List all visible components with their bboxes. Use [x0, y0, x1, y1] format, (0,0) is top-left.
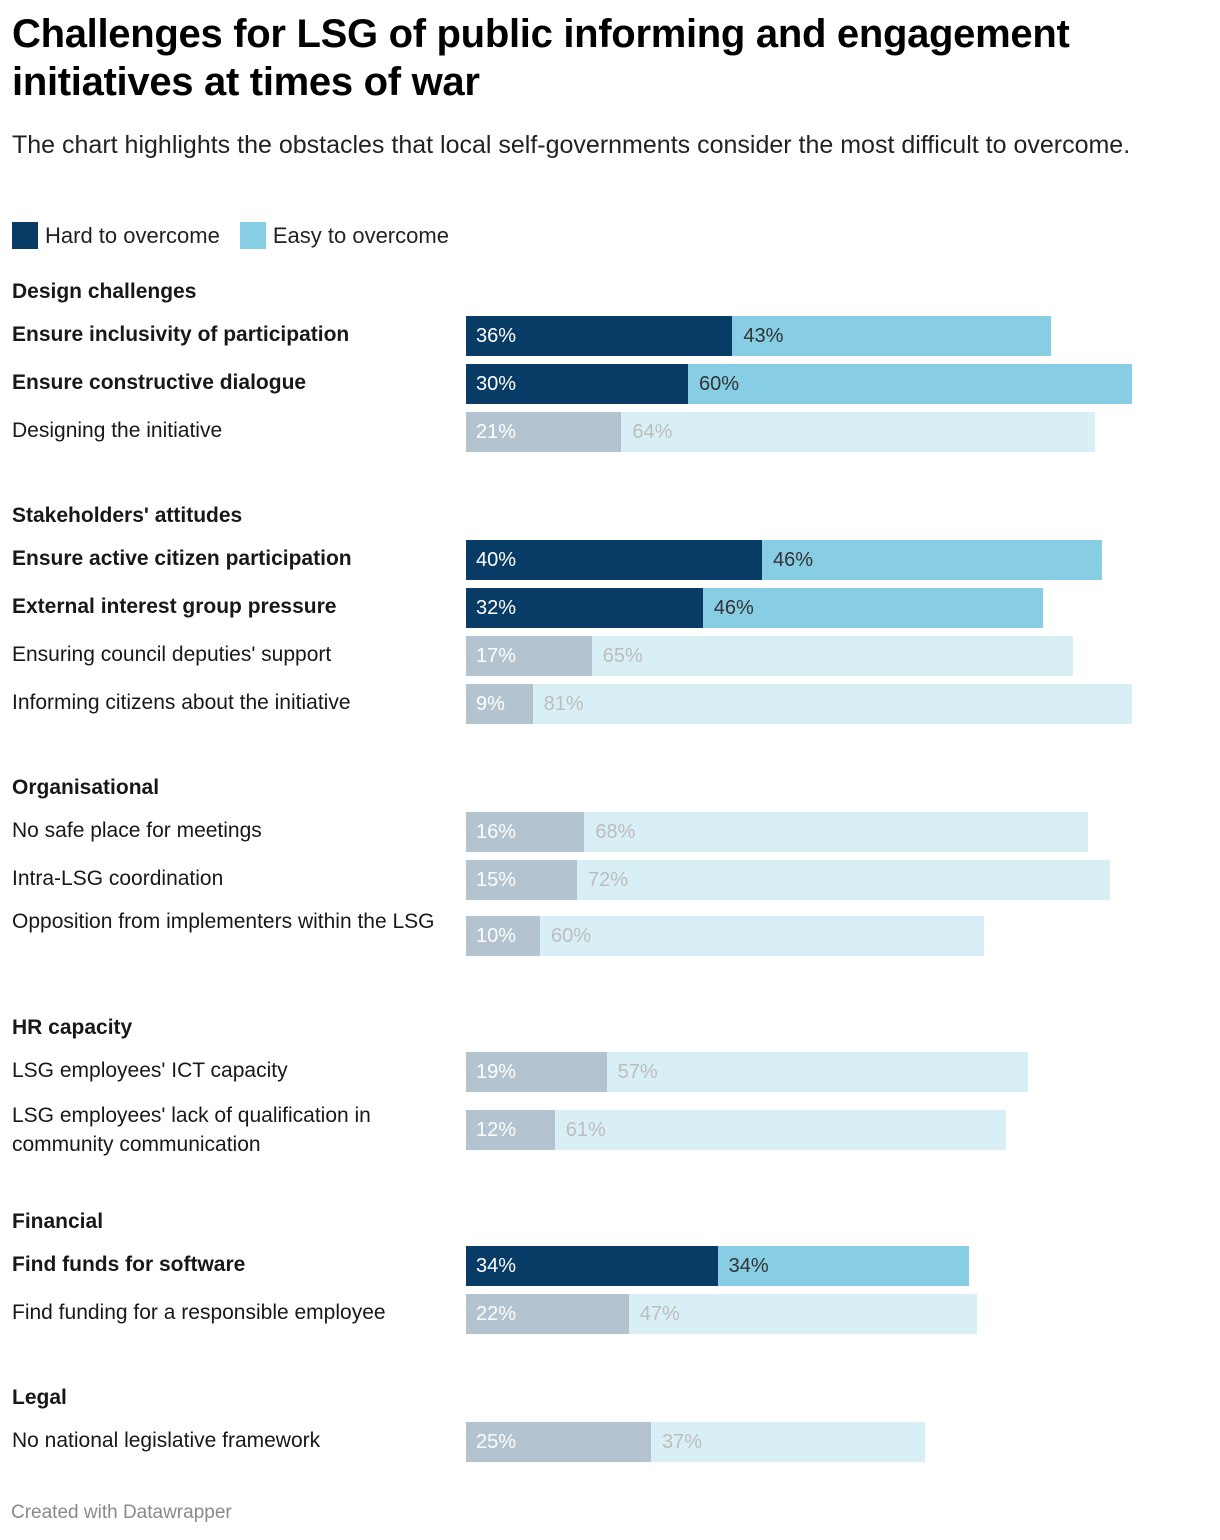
bar-label-hard: 21%: [476, 421, 517, 443]
bar-easy: [732, 316, 1051, 356]
bar-easy: [584, 812, 1088, 852]
row-label: LSG employees' lack of qualification in …: [12, 1104, 371, 1156]
bar-label-hard: 9%: [476, 693, 505, 715]
row-label: Informing citizens about the initiative: [12, 691, 351, 714]
bar-label-hard: 32%: [476, 597, 517, 619]
bar-label-easy: 57%: [617, 1061, 658, 1083]
bar-label-hard: 15%: [476, 869, 517, 891]
bar-label-easy: 72%: [588, 869, 629, 891]
bar-label-hard: 30%: [476, 373, 517, 395]
row-label: No safe place for meetings: [12, 819, 262, 842]
legend-label-easy: Easy to overcome: [272, 222, 449, 248]
row-label: Find funds for software: [12, 1253, 246, 1276]
bar-label-easy: 61%: [565, 1119, 606, 1141]
group-label: Stakeholders' attitudes: [12, 504, 243, 527]
bar-hard: [466, 636, 592, 676]
bar-easy: [717, 1246, 970, 1286]
row-label: External interest group pressure: [12, 595, 337, 618]
bar-label-hard: 17%: [476, 645, 517, 667]
row-label: Ensure inclusivity of participation: [12, 323, 350, 346]
row-label: LSG employees' ICT capacity: [12, 1059, 288, 1082]
bar-label-easy: 68%: [595, 821, 636, 843]
row-label: Ensure active citizen participation: [12, 547, 352, 570]
bar-hard: [466, 588, 703, 628]
bar-label-easy: 60%: [551, 925, 592, 947]
bar-easy: [651, 1422, 925, 1462]
bar-hard: [466, 316, 733, 356]
bar-hard: [466, 412, 622, 452]
row-label: Find funding for a responsible employee: [12, 1301, 386, 1324]
bar-label-hard: 36%: [476, 325, 517, 347]
bar-label-hard: 10%: [476, 925, 517, 947]
chart-title: Challenges for LSG of public informing a…: [12, 12, 1070, 104]
bar-hard: [466, 860, 577, 900]
bar-hard: [466, 1422, 651, 1462]
bar-easy: [532, 684, 1132, 724]
bar-label-easy: 60%: [699, 373, 740, 395]
bar-label-easy: 43%: [743, 325, 784, 347]
bar-hard: [466, 916, 540, 956]
bar-easy: [540, 916, 984, 956]
bar-easy: [688, 364, 1132, 404]
bar-hard: [466, 1246, 718, 1286]
bar-label-hard: 40%: [476, 549, 517, 571]
row-label: Intra-LSG coordination: [12, 867, 224, 890]
legend-swatch-hard: [12, 222, 38, 249]
bar-hard: [466, 364, 688, 404]
bar-easy: [621, 412, 1095, 452]
bar-label-easy: 46%: [773, 549, 814, 571]
row-label: Designing the initiative: [12, 419, 223, 442]
row-label: Ensure constructive dialogue: [12, 371, 307, 394]
bar-hard: [466, 1294, 629, 1334]
row-label: No national legislative framework: [12, 1429, 321, 1452]
legend: Hard to overcome Easy to overcome: [12, 222, 469, 249]
group-label: HR capacity: [12, 1016, 133, 1039]
bar-easy: [762, 540, 1103, 580]
bar-hard: [466, 812, 585, 852]
bar-label-easy: 64%: [632, 421, 673, 443]
bar-label-hard: 19%: [476, 1061, 517, 1083]
bar-easy: [702, 588, 1044, 628]
bar-label-hard: 12%: [476, 1119, 517, 1141]
bar-label-hard: 22%: [476, 1303, 517, 1325]
row-label: Opposition from implementers within the …: [12, 910, 435, 933]
legend-swatch-easy: [239, 222, 266, 249]
bar-label-hard: 25%: [476, 1431, 517, 1453]
legend-item-easy: Easy to overcome: [239, 222, 449, 249]
chart-subtitle: The chart highlights the obstacles that …: [12, 131, 1131, 159]
bar-easy: [577, 860, 1110, 900]
bar-hard: [466, 1052, 607, 1092]
legend-item-hard: Hard to overcome: [12, 222, 220, 249]
group-label: Design challenges: [12, 280, 197, 303]
group-label: Legal: [12, 1386, 67, 1409]
bar-label-hard: 16%: [476, 821, 517, 843]
bar-easy: [628, 1294, 977, 1334]
bar-label-easy: 34%: [728, 1255, 769, 1277]
bar-label-easy: 47%: [639, 1303, 680, 1325]
group-label: Financial: [12, 1210, 104, 1233]
bar-label-hard: 34%: [476, 1255, 517, 1277]
bar-easy: [606, 1052, 1029, 1092]
footer-credit: Created with Datawrapper: [11, 1502, 232, 1523]
bar-easy: [554, 1110, 1007, 1150]
row-label: Ensuring council deputies' support: [12, 643, 332, 666]
bar-hard: [466, 1110, 555, 1150]
bar-hard: [466, 540, 762, 580]
bar-easy: [591, 636, 1073, 676]
group-label: Organisational: [12, 776, 160, 799]
bar-hard: [466, 684, 533, 724]
bar-label-easy: 65%: [602, 645, 643, 667]
legend-label-hard: Hard to overcome: [45, 222, 220, 248]
bar-label-easy: 46%: [713, 597, 754, 619]
bar-label-easy: 37%: [662, 1431, 703, 1453]
bar-label-easy: 81%: [543, 693, 584, 715]
